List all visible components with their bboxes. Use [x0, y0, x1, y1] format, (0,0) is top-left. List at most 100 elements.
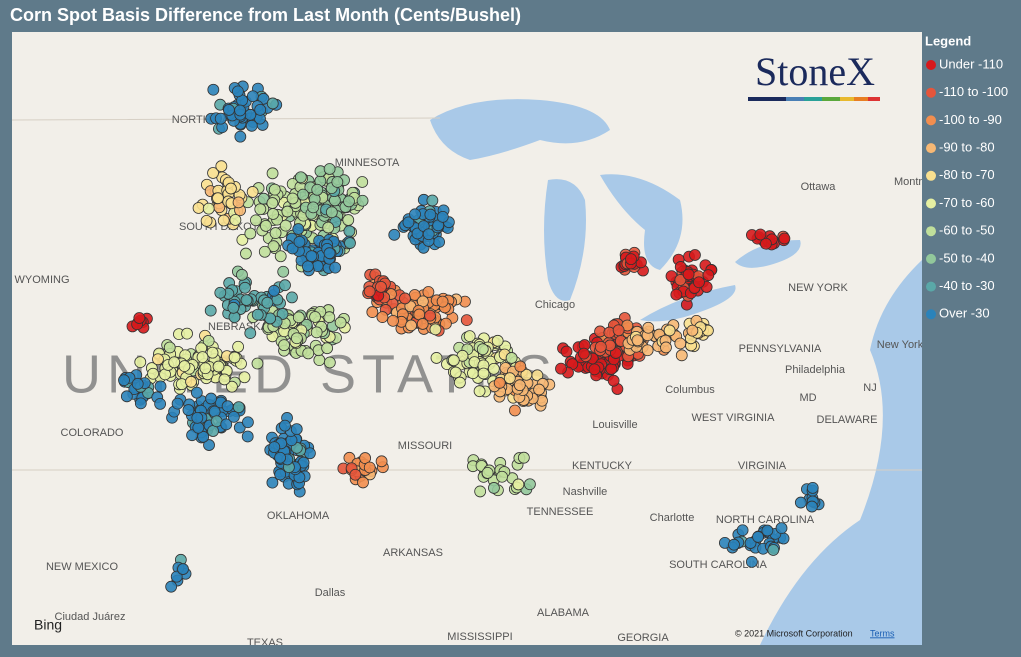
legend-label: -80 to -70 — [939, 167, 995, 182]
location-dot — [208, 405, 221, 418]
legend-swatch — [926, 115, 936, 126]
location-dot — [453, 376, 466, 389]
location-dot — [133, 312, 146, 324]
legend-swatch — [926, 253, 936, 264]
location-dot — [641, 344, 654, 357]
location-dot — [329, 261, 342, 274]
location-dot — [266, 197, 279, 209]
place-label: NEW MEXICO — [46, 561, 119, 573]
location-dot — [147, 367, 159, 380]
location-dot — [196, 351, 209, 363]
place-label: New York — [877, 339, 924, 351]
location-dot — [226, 380, 238, 393]
legend-swatch — [926, 281, 936, 292]
place-label: Montr — [894, 176, 922, 188]
location-dot — [279, 279, 291, 292]
location-dot — [228, 351, 241, 364]
location-dot — [460, 314, 473, 327]
legend-swatch — [926, 309, 936, 320]
location-dot — [424, 208, 437, 221]
location-dot — [794, 496, 807, 509]
location-dot — [223, 104, 235, 116]
place-label: NORTH CAROLINA — [716, 514, 815, 526]
location-dot — [745, 555, 758, 568]
location-dot — [246, 186, 259, 198]
location-dot — [191, 411, 204, 424]
location-dot — [185, 375, 197, 388]
location-dot — [477, 367, 490, 380]
location-dot — [422, 286, 435, 298]
location-dot — [277, 265, 290, 278]
location-dot — [631, 334, 644, 347]
location-dot — [447, 354, 460, 367]
location-dot — [577, 347, 590, 360]
location-dot — [192, 421, 205, 434]
location-dot — [605, 363, 618, 375]
location-dot — [349, 468, 362, 481]
location-dot — [533, 383, 545, 396]
lake-ontario — [735, 240, 801, 268]
place-label: TEXAS — [247, 637, 283, 649]
location-dot — [323, 356, 336, 369]
location-dot — [274, 468, 287, 481]
location-dot — [266, 167, 279, 180]
location-dot — [674, 261, 687, 273]
location-dot — [416, 318, 429, 330]
location-dot — [131, 377, 144, 390]
location-dot — [356, 176, 369, 188]
location-dot — [197, 430, 210, 443]
location-dot — [154, 380, 167, 393]
place-label: Philadelphia — [785, 364, 846, 376]
location-dot — [251, 357, 264, 370]
location-dot — [607, 374, 620, 387]
place-label: ALABAMA — [537, 607, 590, 619]
location-dot — [321, 342, 334, 355]
legend-label: -90 to -80 — [939, 140, 995, 155]
legend-label: -40 to -30 — [939, 278, 995, 293]
location-dot — [331, 176, 344, 188]
location-dot — [200, 215, 213, 227]
legend-label: -50 to -40 — [939, 250, 995, 265]
place-label: SOUTH DAKOTA — [179, 221, 266, 233]
location-dot — [207, 425, 219, 437]
location-dot — [297, 188, 309, 201]
location-dot — [202, 334, 215, 347]
location-dot — [250, 214, 262, 227]
location-dot — [154, 398, 167, 410]
location-dot — [323, 311, 336, 324]
location-dot — [292, 223, 305, 235]
legend-label: -60 to -50 — [939, 223, 995, 238]
location-dot — [359, 452, 372, 464]
location-dot — [217, 214, 230, 227]
location-dot — [343, 225, 356, 238]
location-dot — [267, 208, 279, 220]
legend-swatch — [926, 143, 936, 154]
location-dot — [245, 119, 258, 132]
place-label: WEST VIRGINIA — [692, 412, 776, 424]
location-dot — [254, 203, 267, 216]
location-dot — [236, 268, 248, 281]
location-dot — [232, 401, 245, 414]
location-dot — [754, 228, 767, 241]
location-dot — [181, 327, 193, 340]
location-dot — [307, 201, 320, 214]
location-dot — [241, 430, 254, 443]
location-dot — [686, 324, 699, 337]
location-dot — [261, 296, 274, 309]
location-dot — [313, 354, 326, 366]
place-label: Dallas — [315, 587, 346, 599]
location-dot — [481, 466, 494, 479]
location-dot — [405, 319, 418, 332]
location-dot — [244, 327, 257, 340]
place-label: Ciudad Juárez — [55, 611, 126, 623]
legend-title: Legend — [925, 33, 971, 48]
location-dot — [323, 247, 336, 260]
lake-superior — [430, 99, 610, 160]
terms-link[interactable]: Terms — [870, 628, 895, 638]
location-dot — [702, 269, 715, 282]
lake-michigan — [544, 179, 586, 301]
location-dot — [670, 288, 683, 301]
location-dot — [778, 232, 791, 245]
location-dot — [767, 544, 780, 556]
location-dot — [302, 347, 315, 360]
